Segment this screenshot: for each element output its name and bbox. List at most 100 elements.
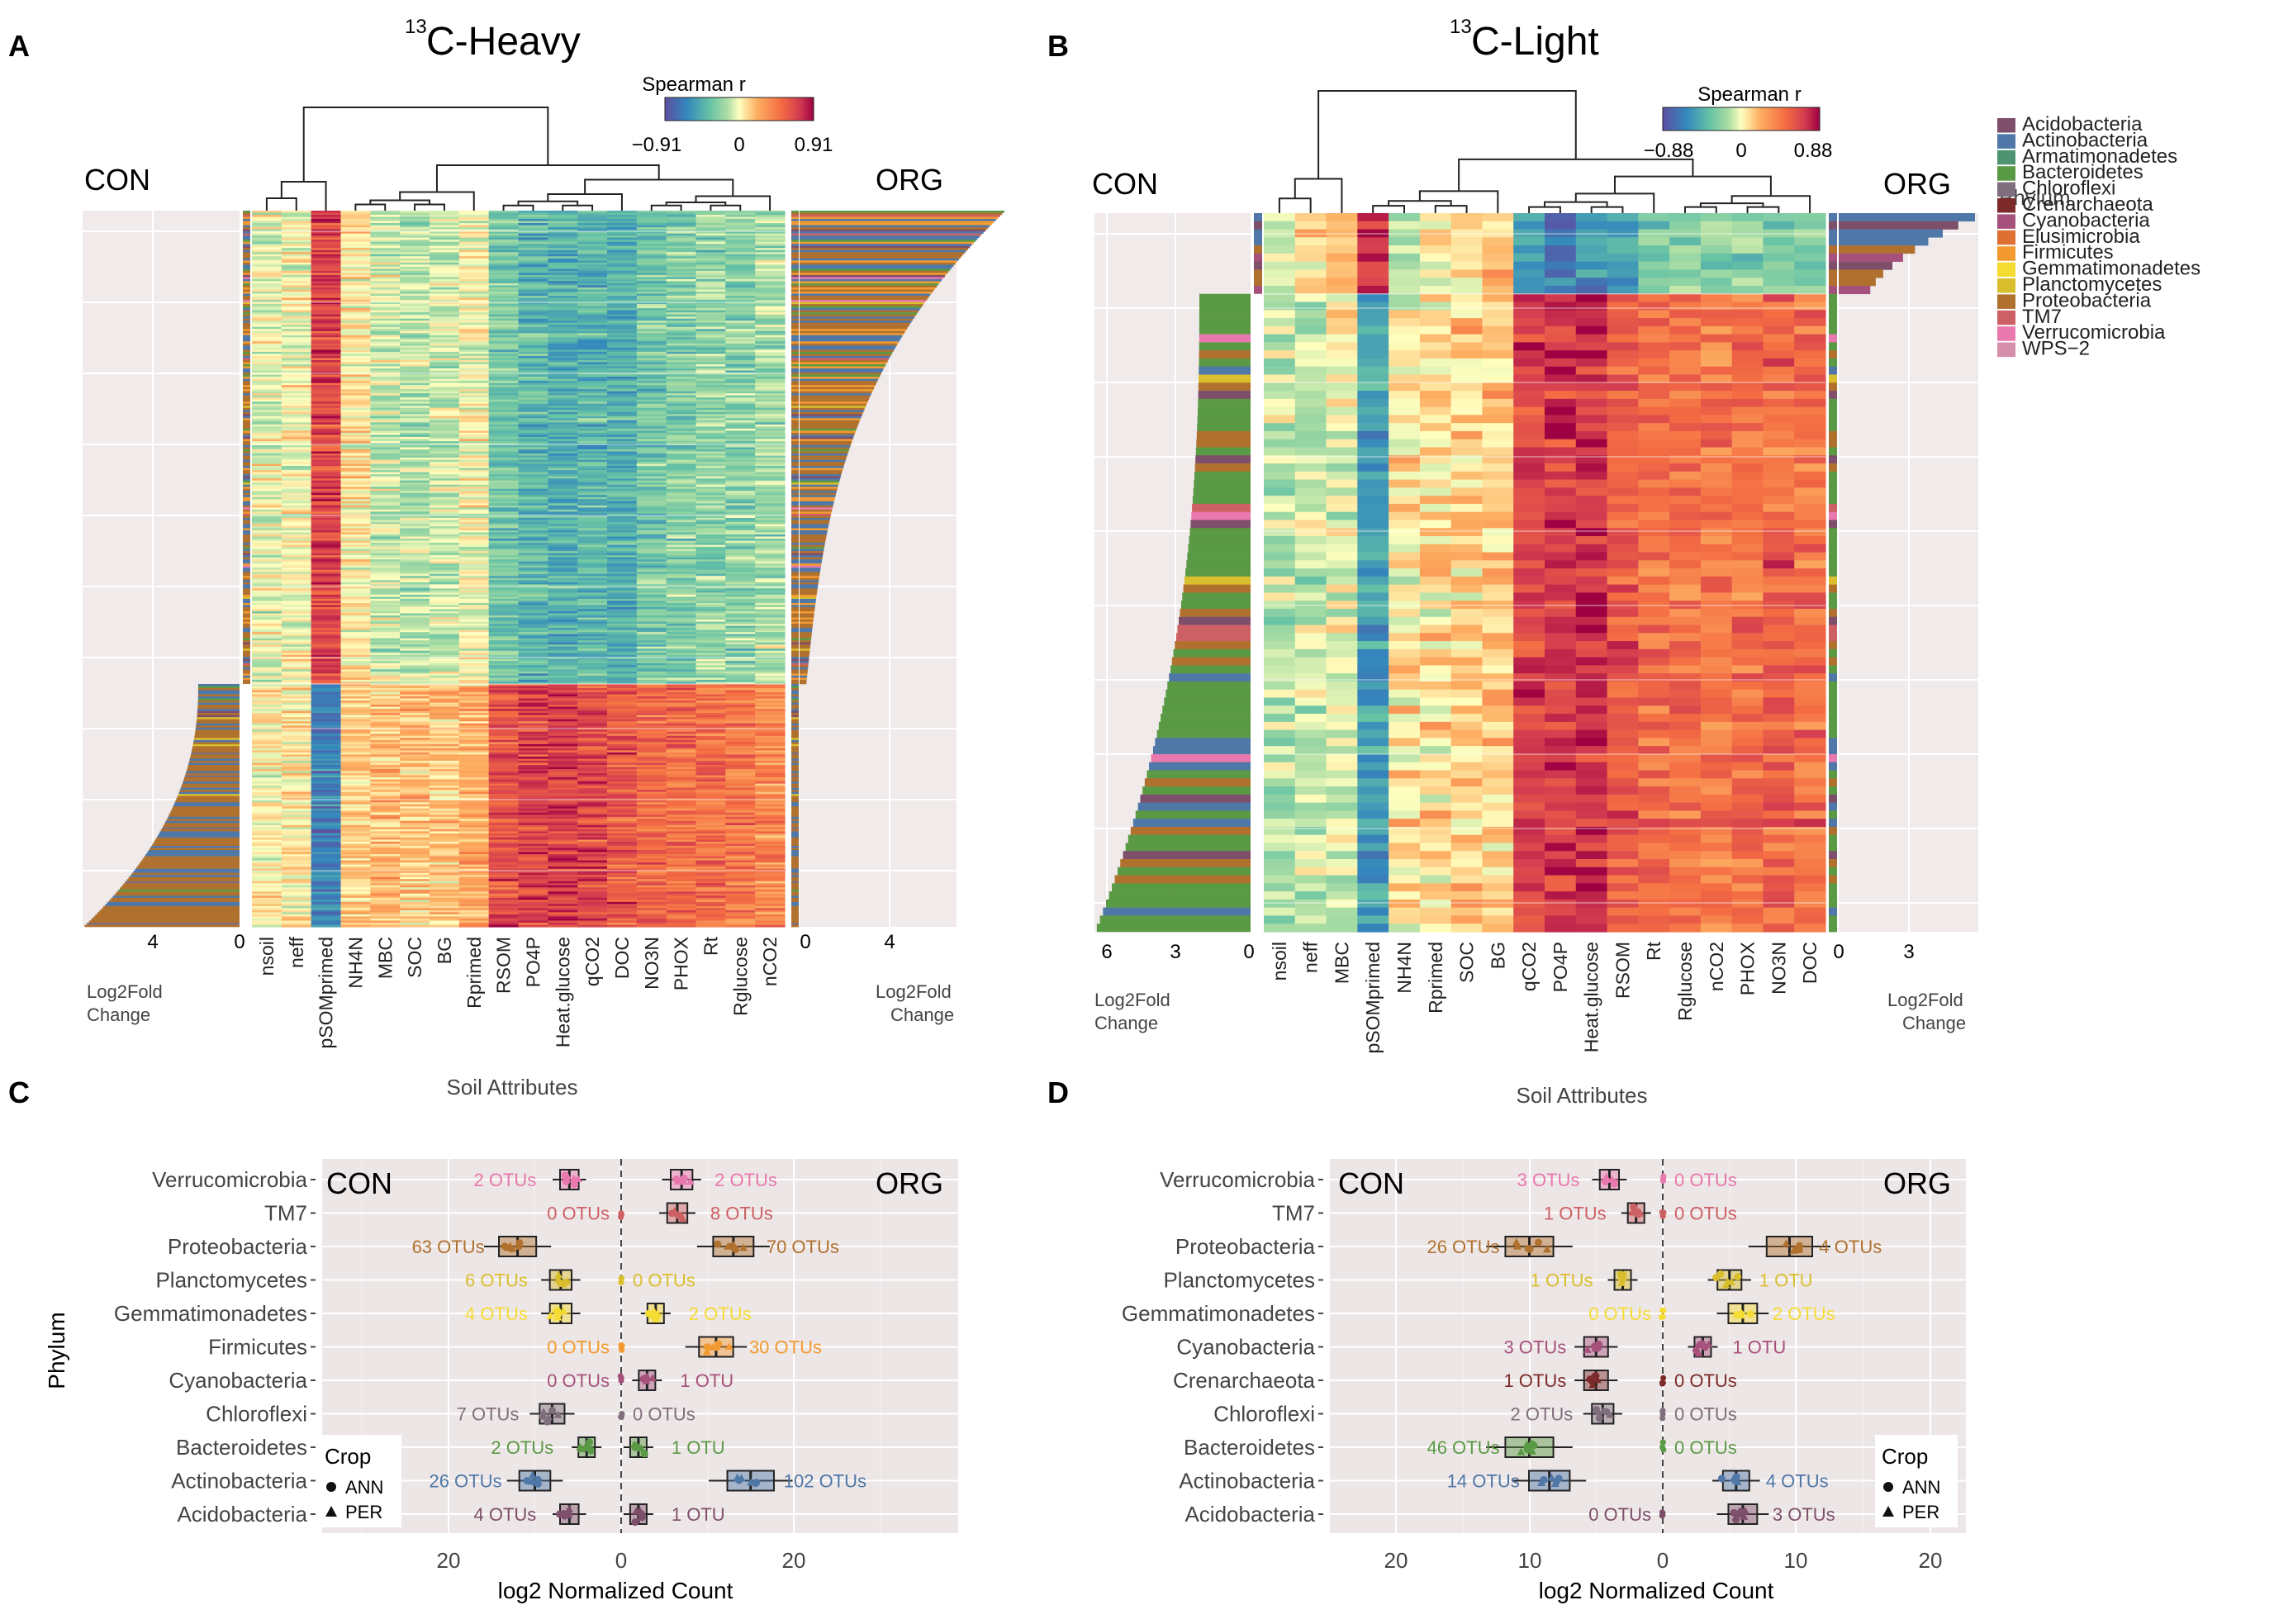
heatmap-cell <box>252 661 282 664</box>
heatmap-cell <box>370 292 401 295</box>
heatmap-cell <box>666 455 697 458</box>
heatmap-cell <box>636 709 667 712</box>
heatmap-cell <box>548 491 578 494</box>
heatmap-cell <box>400 212 430 216</box>
heatmap-cell <box>488 434 520 438</box>
heatmap-cell <box>607 577 638 581</box>
heatmap-cell <box>458 559 490 563</box>
heatmap-cell <box>725 677 756 681</box>
heatmap-cell <box>281 598 312 602</box>
heatmap-cell <box>281 602 312 606</box>
heatmap-cell <box>666 539 697 542</box>
heatmap-cell <box>666 333 697 336</box>
heatmap-cell <box>370 322 401 325</box>
heatmap-cell <box>340 775 371 778</box>
heatmap-cell <box>252 586 282 589</box>
heatmap-cell <box>340 750 371 753</box>
heatmap-cell <box>666 606 697 610</box>
heatmap-cell <box>577 515 608 519</box>
heatmap-cell <box>725 249 756 253</box>
heatmap-cell <box>311 391 342 394</box>
heatmap-cell <box>577 548 608 552</box>
heatmap-cell <box>340 248 371 251</box>
heatmap-cell <box>430 268 460 272</box>
heatmap-cell <box>755 300 786 303</box>
heatmap-cell <box>311 432 342 436</box>
heatmap-a <box>252 211 786 928</box>
heatmap-cell <box>340 389 371 392</box>
heatmap-cell <box>636 646 667 649</box>
heatmap-cell <box>430 620 460 623</box>
heatmap-cell <box>400 335 430 338</box>
heatmap-cell <box>311 354 342 357</box>
heatmap-cell <box>636 706 667 710</box>
heatmap-cell <box>548 534 578 538</box>
heatmap-cell <box>666 426 697 430</box>
heatmap-cell <box>518 480 548 483</box>
heatmap-cell <box>666 415 697 419</box>
heatmap-cell <box>636 620 667 623</box>
heatmap-cell <box>607 382 638 386</box>
heatmap-cell <box>695 779 726 782</box>
heatmap-cell <box>252 743 282 747</box>
heatmap-cell <box>488 771 520 774</box>
heatmap-cell <box>518 719 548 722</box>
heatmap-cell <box>518 503 548 506</box>
heatmap-cell <box>488 752 520 756</box>
heatmap-cell <box>458 310 490 313</box>
heatmap-cell <box>370 296 401 299</box>
heatmap-cell <box>488 524 520 527</box>
heatmap-cell <box>577 611 608 615</box>
heatmap-cell <box>430 430 460 434</box>
heatmap-cell <box>340 373 371 376</box>
heatmap-cell <box>488 775 520 778</box>
heatmap-cell <box>458 681 490 685</box>
heatmap-cell <box>577 734 608 737</box>
heatmap-cell <box>666 602 697 606</box>
heatmap-cell <box>400 370 430 373</box>
heatmap-cell <box>311 688 342 691</box>
heatmap-cell <box>666 395 697 398</box>
heatmap-cell <box>281 374 312 378</box>
heatmap-cell <box>755 244 786 247</box>
heatmap-cell <box>281 395 312 398</box>
heatmap-cell <box>725 245 756 249</box>
heatmap-cell <box>488 563 520 567</box>
heatmap-cell <box>488 677 520 681</box>
heatmap-cell <box>281 444 312 449</box>
heatmap-cell <box>458 463 490 467</box>
heatmap-cell <box>666 223 697 226</box>
heatmap-cell <box>488 221 520 224</box>
heatmap-cell <box>370 264 401 268</box>
heatmap-cell <box>281 675 312 679</box>
heatmap-cell <box>607 729 638 733</box>
heatmap-cell <box>607 322 638 325</box>
heatmap-cell <box>666 713 697 716</box>
heatmap-cell <box>430 760 460 764</box>
heatmap-cell <box>577 624 608 627</box>
heatmap-cell <box>666 495 697 498</box>
heatmap-cell <box>636 525 667 529</box>
heatmap-cell <box>518 443 548 446</box>
heatmap-cell <box>370 285 401 288</box>
heatmap-cell <box>636 292 667 295</box>
heatmap-cell <box>400 548 430 552</box>
heatmap-cell <box>548 296 578 299</box>
heatmap-cell <box>370 710 401 714</box>
heatmap-cell <box>370 395 401 398</box>
heatmap-cell <box>577 721 608 724</box>
heatmap-cell <box>666 440 697 444</box>
heatmap-cell <box>370 771 401 774</box>
heatmap-cell <box>725 329 756 332</box>
heatmap-cell <box>666 769 697 772</box>
heatmap-cell <box>725 636 756 639</box>
heatmap-cell <box>458 366 490 369</box>
heatmap-cell <box>311 278 342 283</box>
heatmap-cell <box>636 534 667 538</box>
heatmap-cell <box>340 387 371 390</box>
heatmap-cell <box>666 586 697 589</box>
heatmap-cell <box>400 573 430 577</box>
heatmap-cell <box>458 229 490 232</box>
heatmap-cell <box>577 628 608 631</box>
heatmap-cell <box>548 690 578 693</box>
